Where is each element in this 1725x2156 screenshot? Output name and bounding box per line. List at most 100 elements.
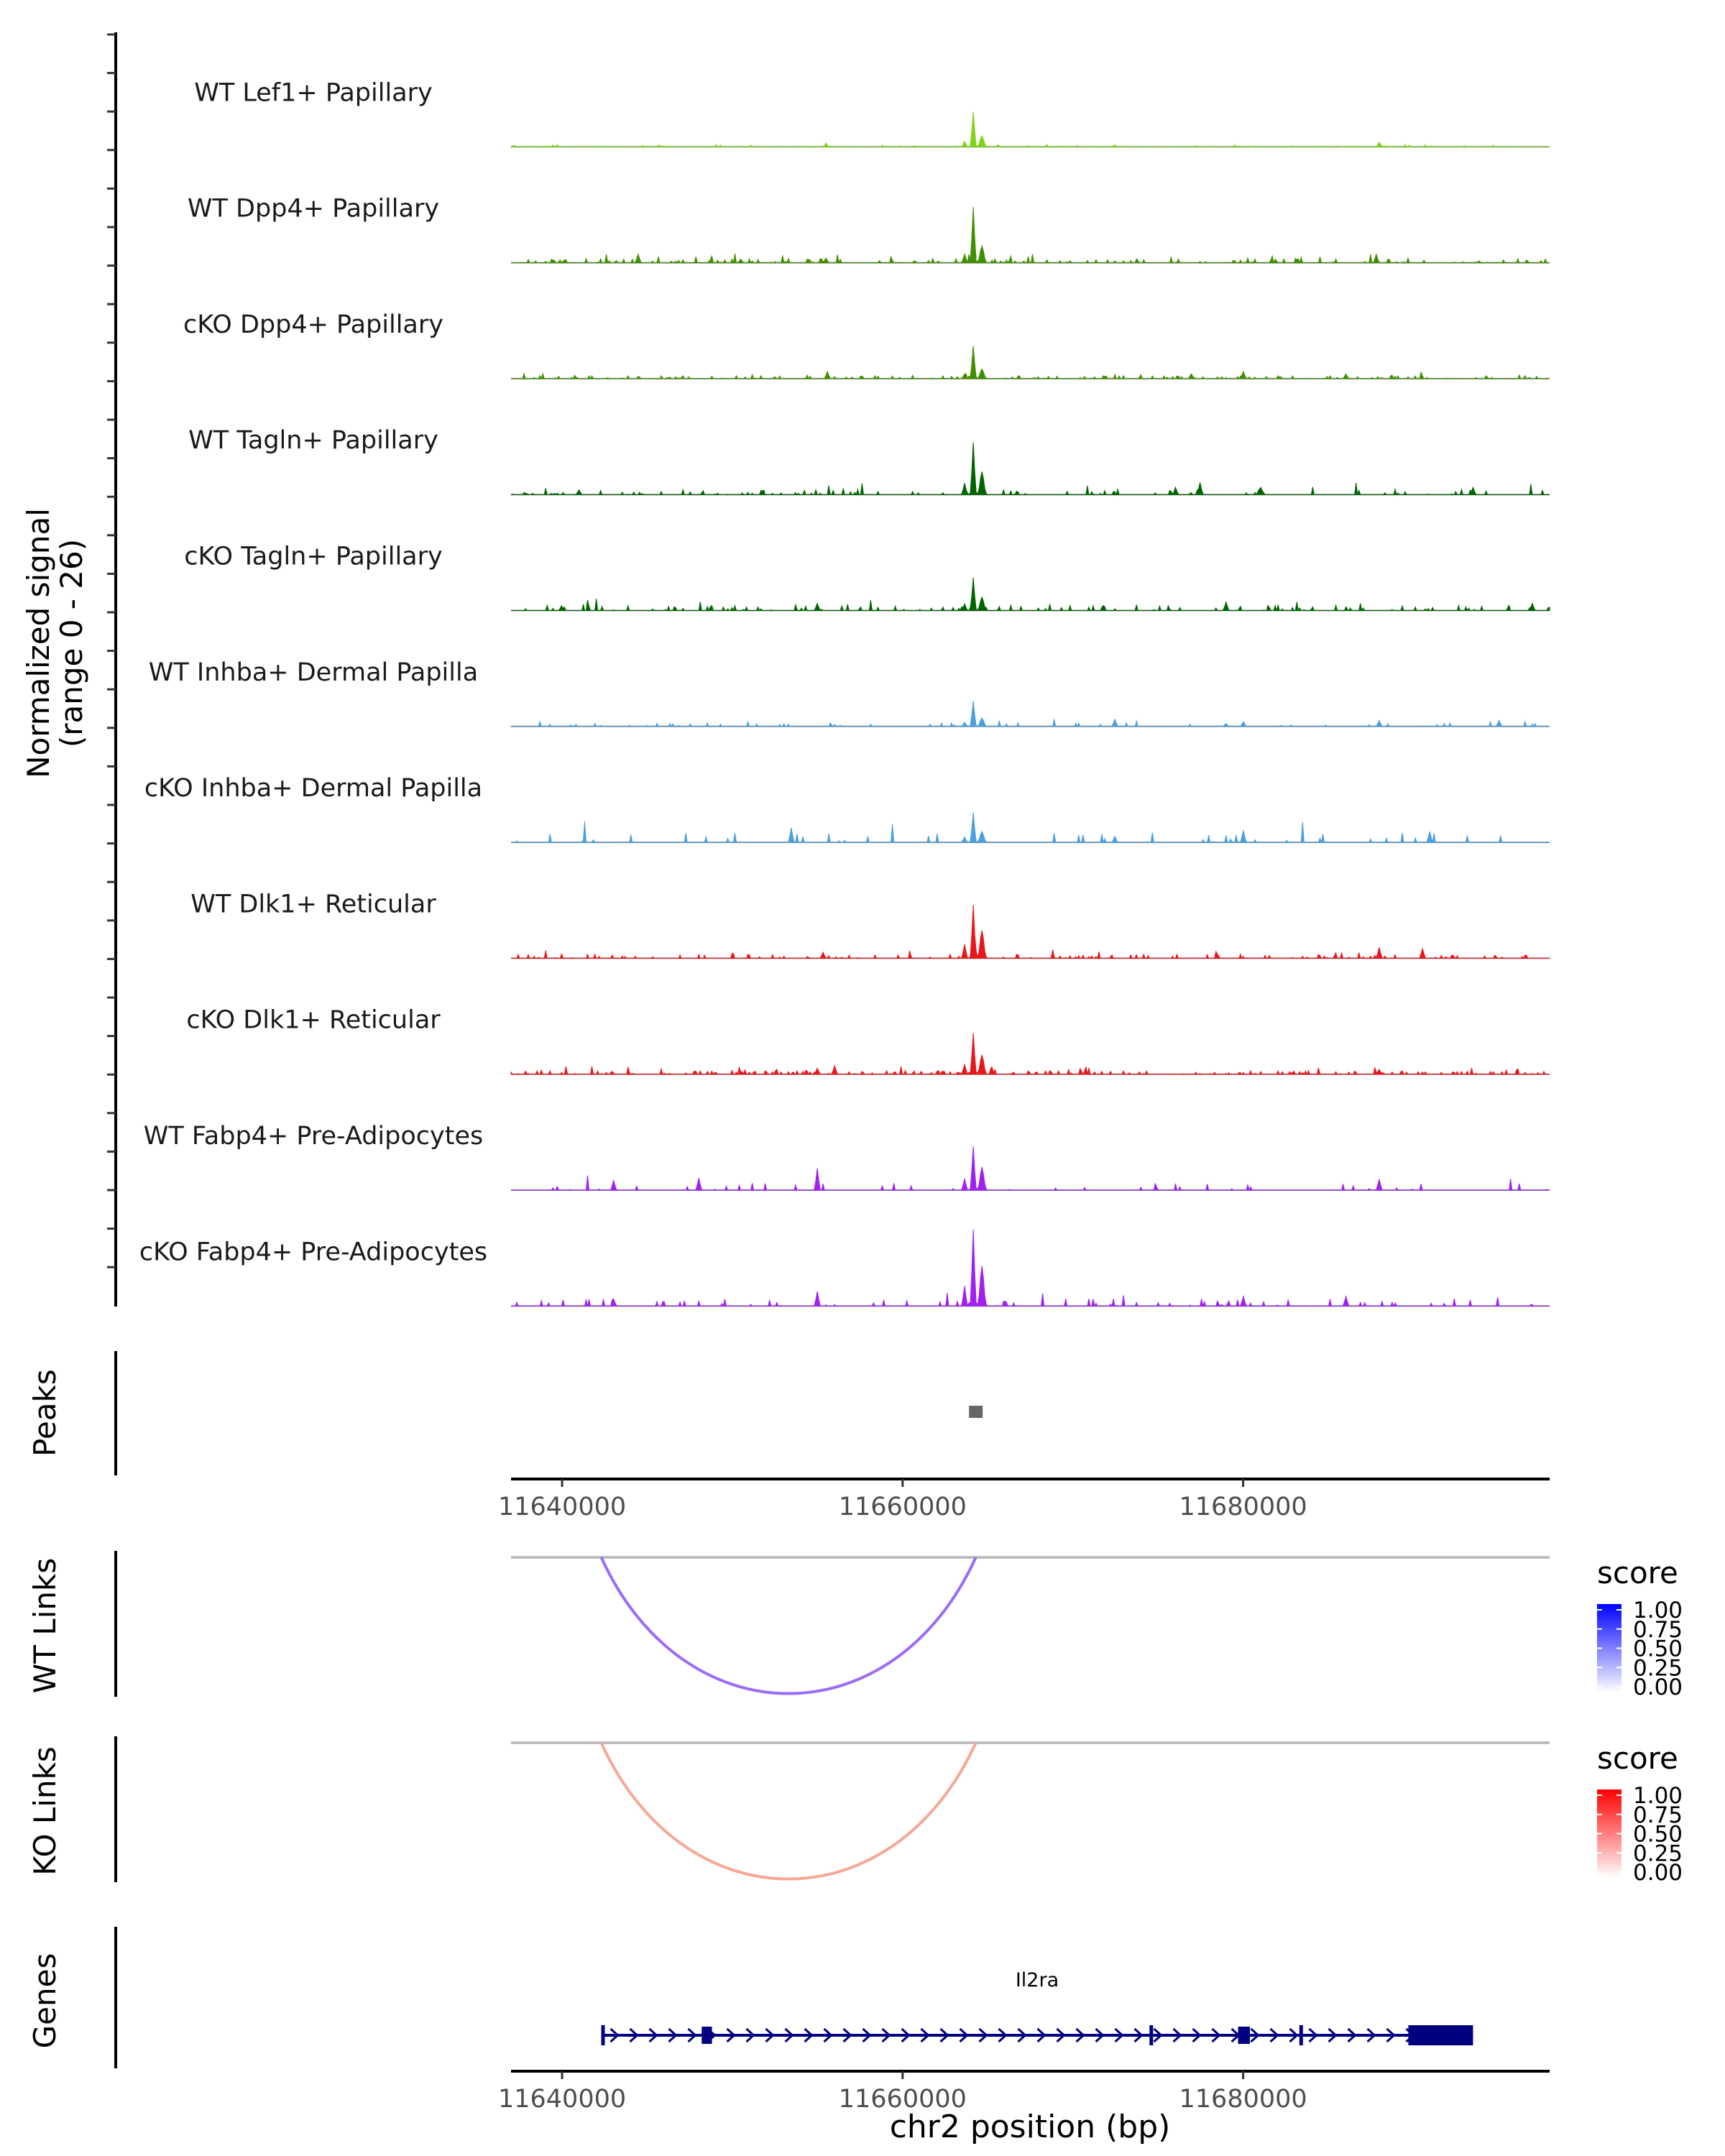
x-axis-tick-label: 11640000 (498, 1493, 626, 1521)
coverage-track-label: cKO Fabp4+ Pre-Adipocytes (139, 1238, 487, 1266)
strand-arrow (978, 2027, 988, 2043)
strand-arrow (1017, 2027, 1027, 2043)
x-axis-bottom-ticks: 11640000 11660000 11680000 (498, 2071, 1307, 2114)
strand-arrow (1289, 2027, 1299, 2043)
coverage-track-signal (511, 701, 1550, 728)
coverage-track: cKO Inhba+ Dermal Papilla (144, 774, 1550, 844)
coverage-track-label: cKO Tagln+ Papillary (184, 543, 443, 571)
coverage-y-label: Normalized signal (21, 508, 56, 778)
strand-arrow (881, 2027, 891, 2043)
x-axis-tick-label: 11680000 (1179, 2085, 1307, 2114)
strand-arrow (823, 2027, 833, 2043)
gene-model: Il2ra (601, 1969, 1473, 2045)
link-track: WT Links score 1.000.750.500.250.00 (27, 1551, 1683, 1700)
legend-tick-label: 0.75 (1633, 1802, 1683, 1828)
strand-arrow (765, 2027, 775, 2043)
legend-tick-label: 0.50 (1633, 1636, 1683, 1662)
coverage-track: cKO Dpp4+ Papillary (183, 310, 1550, 380)
x-axis-tick-label: 11680000 (1179, 1493, 1307, 1521)
gene-exon (1149, 2025, 1154, 2045)
strand-arrow (1192, 2027, 1202, 2043)
genes-track-label: Genes (27, 1953, 63, 2049)
coverage-track-label: WT Fabp4+ Pre-Adipocytes (144, 1122, 483, 1151)
coverage-track: WT Fabp4+ Pre-Adipocytes (144, 1122, 1550, 1192)
strand-arrow (1133, 2027, 1144, 2043)
coverage-track: cKO Tagln+ Papillary (184, 543, 1550, 612)
link-track-label: WT Links (27, 1558, 63, 1693)
coverage-track-label: WT Dlk1+ Reticular (190, 890, 436, 918)
strand-arrow (1211, 2027, 1221, 2043)
strand-arrow (1056, 2027, 1066, 2043)
coverage-y-axis-ticks (107, 33, 116, 1268)
legend-tick-label: 0.00 (1633, 1860, 1683, 1886)
strand-arrow (959, 2027, 969, 2043)
coverage-track-signal (511, 905, 1550, 959)
legend-tick-label: 0.00 (1633, 1674, 1683, 1700)
strand-arrow (1366, 2027, 1376, 2043)
score-legend: score 1.000.750.500.250.00 (1597, 1741, 1683, 1886)
legend-tick-label: 0.25 (1633, 1841, 1683, 1866)
legend-tick-label: 0.75 (1633, 1617, 1683, 1643)
coverage-y-axis-title: Normalized signal (range 0 - 26) (21, 508, 89, 778)
gene-models: Il2ra (601, 1969, 1473, 2045)
gene-exon (601, 2025, 605, 2045)
strand-arrow (629, 2027, 639, 2043)
coverage-track-signal (511, 1230, 1550, 1308)
gene-exon (702, 2027, 712, 2044)
legend-tick-label: 1.00 (1633, 1783, 1683, 1809)
strand-arrow (668, 2027, 678, 2043)
strand-arrow (939, 2027, 949, 2043)
legend-title: score (1597, 1741, 1678, 1776)
gene-exon (1408, 2025, 1473, 2045)
coverage-track: cKO Fabp4+ Pre-Adipocytes (139, 1230, 1550, 1308)
coverage-track-signal (511, 346, 1550, 380)
x-axis-top-ticks: 11640000 11660000 11680000 (498, 1479, 1307, 1521)
strand-arrow (862, 2027, 872, 2043)
link-arc (599, 1742, 978, 1881)
peaks-track-label: Peaks (27, 1369, 63, 1457)
coverage-track-signal (511, 577, 1550, 612)
legend-title: score (1597, 1555, 1678, 1590)
x-axis-title: chr2 position (bp) (890, 2109, 1171, 2145)
strand-arrow (1250, 2027, 1260, 2043)
strand-arrow (1308, 2027, 1318, 2043)
strand-arrow (1386, 2027, 1396, 2043)
x-axis-tick-label: 11640000 (498, 2085, 626, 2114)
strand-arrow (901, 2027, 911, 2043)
coverage-y-range-label: (range 0 - 26) (54, 539, 89, 747)
coverage-track: WT Tagln+ Papillary (188, 426, 1550, 496)
strand-arrow (784, 2027, 794, 2043)
coverage-track-label: WT Lef1+ Papillary (194, 78, 433, 107)
coverage-track-label: WT Tagln+ Papillary (188, 426, 438, 455)
strand-arrow (842, 2027, 852, 2043)
strand-arrow (1347, 2027, 1357, 2043)
strand-arrow (1269, 2027, 1279, 2043)
coverage-track-label: cKO Inhba+ Dermal Papilla (144, 774, 482, 803)
strand-arrow (648, 2027, 658, 2043)
strand-arrow (687, 2027, 697, 2043)
coverage-track: cKO Dlk1+ Reticular (186, 1006, 1550, 1075)
x-axis-tick-label: 11660000 (839, 1493, 967, 1521)
strand-arrow (1328, 2027, 1338, 2043)
legend-tick-label: 1.00 (1633, 1598, 1683, 1623)
strand-arrow (1095, 2027, 1105, 2043)
coverage-track-label: cKO Dpp4+ Papillary (183, 310, 443, 339)
coverage-track: WT Dpp4+ Papillary (188, 195, 1550, 264)
link-arc (599, 1557, 978, 1695)
coverage-track: WT Inhba+ Dermal Papilla (149, 658, 1550, 728)
coverage-track-signal (511, 1146, 1550, 1192)
strand-arrow (920, 2027, 930, 2043)
strand-arrow (1075, 2027, 1085, 2043)
legend-tick-label: 0.25 (1633, 1655, 1683, 1681)
coverage-track-signal (510, 442, 1550, 496)
strand-arrow (804, 2027, 814, 2043)
coverage-track-label: WT Inhba+ Dermal Papilla (149, 658, 478, 687)
coverage-track-label: cKO Dlk1+ Reticular (186, 1006, 441, 1035)
strand-arrow (745, 2027, 755, 2043)
strand-arrow (1114, 2027, 1124, 2043)
coverage-track: WT Dlk1+ Reticular (190, 890, 1550, 959)
coverage-track: WT Lef1+ Papillary (194, 78, 1550, 148)
coverage-track-signal (511, 811, 1550, 844)
